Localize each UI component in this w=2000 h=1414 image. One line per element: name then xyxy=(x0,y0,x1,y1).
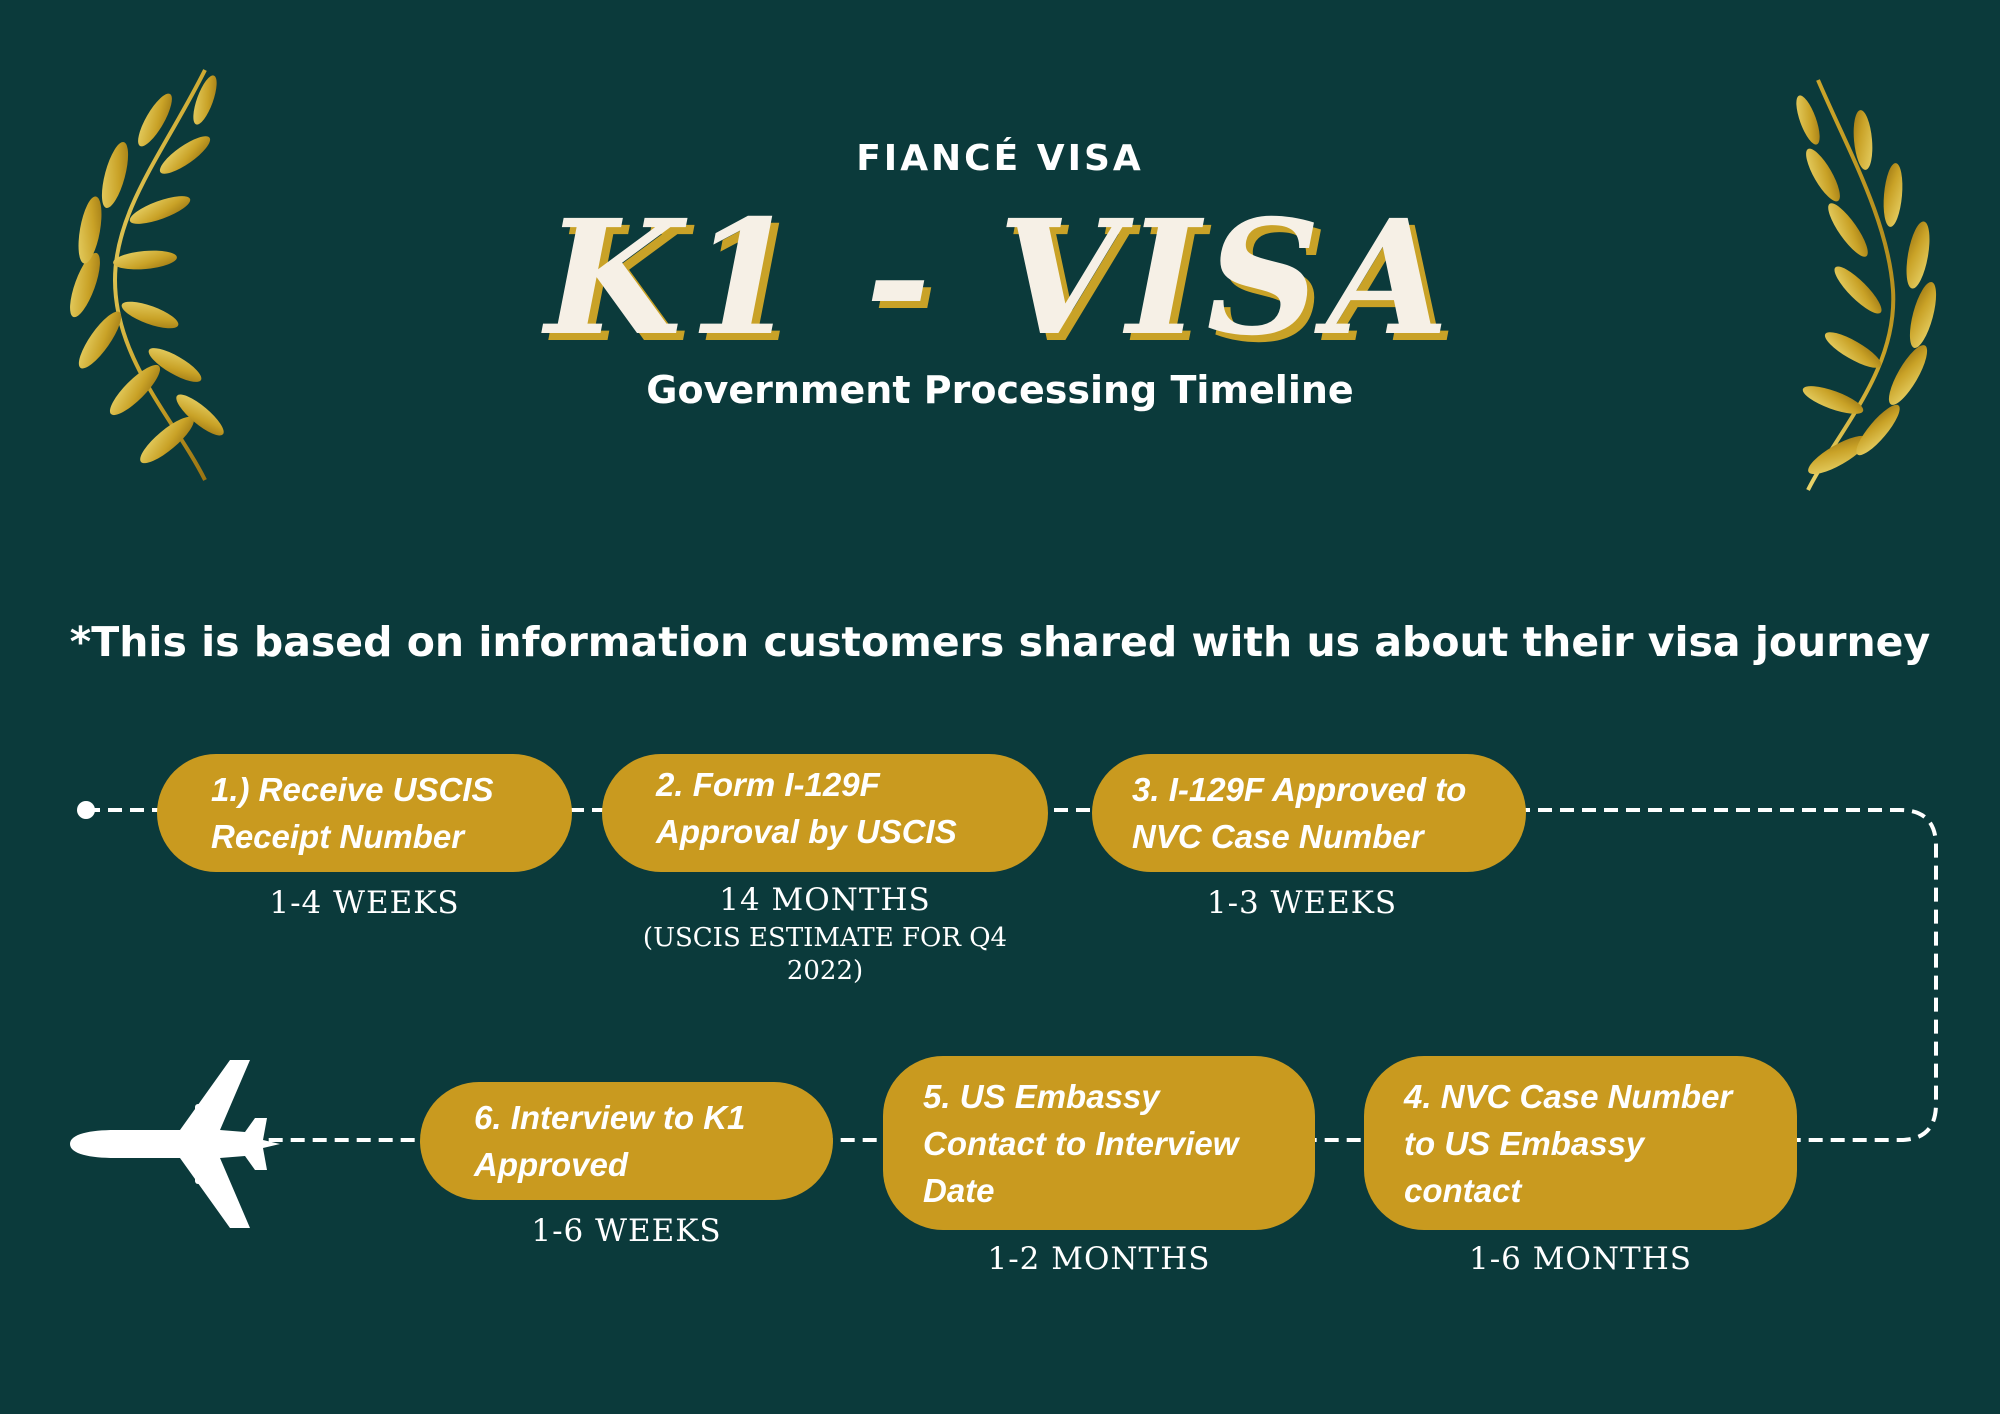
step-label: 2. Form I-129F Approval by USCIS xyxy=(656,766,957,850)
airplane-icon xyxy=(70,1060,280,1228)
laurel-branch-right-icon xyxy=(1796,79,1937,491)
laurel-branch-left-icon xyxy=(70,69,224,481)
step-4-card: 4. NVC Case Number to US Embassy contact xyxy=(1364,1056,1797,1230)
step-label: 1.) Receive USCIS Receipt Number xyxy=(211,771,494,855)
step-2-duration-note: (USCIS ESTIMATE FOR Q4 2022) xyxy=(642,923,1008,986)
step-label: 3. I-129F Approved to NVC Case Number xyxy=(1132,771,1467,855)
page-title: K1 - VISA xyxy=(544,186,1456,371)
step-1-card: 1.) Receive USCIS Receipt Number xyxy=(157,754,572,872)
step-2-card: 2. Form I-129F Approval by USCIS xyxy=(602,754,1048,872)
step-label: 6. Interview to K1 Approved xyxy=(474,1099,746,1183)
page-subtitle: Government Processing Timeline xyxy=(646,368,1354,412)
start-dot-icon xyxy=(77,801,95,819)
step-5-duration: 1-2 MONTHS xyxy=(987,1241,1211,1277)
header-kicker: FIANCÉ VISA xyxy=(856,138,1144,179)
step-4-duration: 1-6 MONTHS xyxy=(1468,1241,1692,1277)
step-3-card: 3. I-129F Approved to NVC Case Number xyxy=(1092,754,1526,872)
step-2-duration: 14 MONTHS xyxy=(719,882,931,918)
step-label: 5. US Embassy Contact to Interview Date xyxy=(923,1077,1239,1209)
step-5-card: 5. US Embassy Contact to Interview Date xyxy=(883,1056,1315,1230)
disclaimer-note: *This is based on information customers … xyxy=(69,618,1931,666)
step-1-duration: 1-4 WEEKS xyxy=(269,885,460,921)
step-6-duration: 1-6 WEEKS xyxy=(531,1213,722,1249)
step-6-card: 6. Interview to K1 Approved xyxy=(420,1082,833,1200)
step-3-duration: 1-3 WEEKS xyxy=(1206,885,1398,921)
step-label: 4. NVC Case Number to US Embassy contact xyxy=(1404,1077,1733,1209)
